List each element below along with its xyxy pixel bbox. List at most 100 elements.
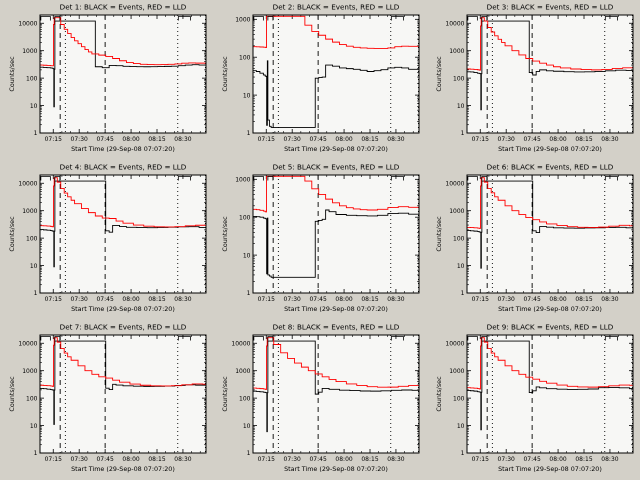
x-tick-label: 08:00	[549, 136, 566, 143]
x-tick-label: 07:15	[45, 136, 62, 143]
interval-bracket	[481, 176, 487, 181]
x-axis-label: Start Time (29-Sep-08 07:07:20)	[498, 465, 602, 473]
plot-frame	[252, 14, 420, 134]
y-tick-label: 1	[247, 130, 251, 137]
chart-panel-det-8: Det 8: BLACK = Events, RED = LLD Counts/s…	[213, 320, 426, 480]
x-tick-label: 08:30	[601, 296, 618, 303]
y-tick-label: 10000	[18, 180, 37, 187]
x-tick-label: 08:15	[575, 136, 592, 143]
plot-frame	[39, 174, 207, 294]
x-tick-label: 07:30	[497, 136, 514, 143]
x-tick-label: 08:15	[148, 456, 165, 463]
x-tick-label: 08:15	[575, 296, 592, 303]
plot-frame	[39, 14, 207, 134]
x-tick-label: 07:15	[471, 296, 488, 303]
x-tick-label: 08:30	[601, 456, 618, 463]
x-axis-label: Start Time (29-Sep-08 07:07:20)	[71, 145, 175, 153]
y-tick-label: 10000	[232, 340, 251, 347]
interval-bracket	[54, 16, 61, 21]
y-tick-label: 10	[30, 263, 38, 270]
y-tick-label: 10000	[18, 20, 37, 27]
x-tick-label: 08:00	[122, 456, 139, 463]
interval-bracket	[40, 176, 51, 181]
y-tick-label: 1000	[449, 208, 464, 215]
x-tick-label: 07:45	[310, 136, 327, 143]
x-tick-label: 07:15	[258, 136, 275, 143]
x-axis-label: Start Time (29-Sep-08 07:07:20)	[284, 465, 388, 473]
x-tick-label: 08:30	[388, 296, 405, 303]
x-axis-label: Start Time (29-Sep-08 07:07:20)	[284, 145, 388, 153]
y-tick-label: 1000	[22, 368, 37, 375]
x-tick-label: 08:00	[336, 456, 353, 463]
x-tick-label: 07:15	[471, 136, 488, 143]
panel-title: Det 4: BLACK = Events, RED = LLD	[60, 162, 187, 171]
y-tick-label: 10000	[445, 20, 464, 27]
chart-svg: Det 1: BLACK = Events, RED = LLD Counts/s…	[8, 2, 207, 153]
x-tick-label: 08:15	[148, 296, 165, 303]
y-tick-label: 1000	[449, 48, 464, 55]
y-axis-label: Counts/sec	[8, 376, 16, 412]
plot-area-background	[253, 175, 420, 293]
chart-panel-det-2: Det 2: BLACK = Events, RED = LLD Counts/s…	[213, 0, 426, 160]
y-tick-label: 1000	[236, 368, 251, 375]
y-axis-label: Counts/sec	[435, 56, 443, 92]
x-tick-label: 07:30	[497, 296, 514, 303]
y-tick-label: 10	[30, 423, 38, 430]
interval-bracket	[391, 16, 405, 21]
x-tick-label: 07:45	[523, 136, 540, 143]
y-tick-label: 100	[239, 395, 251, 402]
y-tick-label: 10000	[445, 180, 464, 187]
interval-bracket	[40, 336, 51, 341]
x-tick-label: 07:45	[310, 296, 327, 303]
chart-panel-det-3: Det 3: BLACK = Events, RED = LLD Counts/s…	[427, 0, 640, 160]
y-tick-label: 1	[247, 450, 251, 457]
y-tick-label: 10	[457, 263, 465, 270]
x-tick-label: 08:00	[122, 296, 139, 303]
panel-title: Det 1: BLACK = Events, RED = LLD	[60, 2, 187, 11]
chart-svg: Det 5: BLACK = Events, RED = LLD Counts/s…	[221, 162, 420, 313]
interval-bracket	[253, 16, 265, 21]
interval-bracket	[267, 176, 274, 181]
y-tick-label: 1000	[449, 368, 464, 375]
y-tick-label: 10000	[445, 340, 464, 347]
interval-bracket	[391, 336, 405, 341]
x-tick-label: 07:15	[471, 456, 488, 463]
x-axis-label: Start Time (29-Sep-08 07:07:20)	[498, 305, 602, 313]
panel-title: Det 3: BLACK = Events, RED = LLD	[486, 2, 613, 11]
x-tick-label: 08:15	[148, 136, 165, 143]
x-tick-label: 08:15	[362, 296, 379, 303]
series-line-events	[39, 20, 206, 108]
x-tick-label: 08:30	[388, 456, 405, 463]
x-tick-label: 08:30	[174, 456, 191, 463]
panel-title: Det 6: BLACK = Events, RED = LLD	[486, 162, 613, 171]
y-tick-label: 100	[453, 75, 465, 82]
x-axis-label: Start Time (29-Sep-08 07:07:20)	[284, 305, 388, 313]
interval-bracket	[267, 16, 274, 21]
y-tick-label: 1000	[236, 17, 251, 24]
plot-frame	[466, 14, 634, 134]
x-tick-label: 07:30	[284, 456, 301, 463]
x-tick-label: 07:45	[310, 456, 327, 463]
chart-panel-det-4: Det 4: BLACK = Events, RED = LLD Counts/s…	[0, 160, 213, 320]
chart-panel-det-9: Det 9: BLACK = Events, RED = LLD Counts/s…	[427, 320, 640, 480]
x-tick-label: 07:30	[71, 296, 88, 303]
series-line-lld	[466, 17, 633, 71]
interval-bracket	[253, 176, 265, 181]
x-tick-label: 08:00	[122, 136, 139, 143]
series-line-lld	[466, 337, 633, 390]
x-tick-label: 08:00	[549, 296, 566, 303]
series-line-lld	[39, 17, 206, 67]
plot-frame	[252, 174, 420, 294]
plot-area-background	[39, 15, 206, 133]
x-tick-label: 08:00	[336, 136, 353, 143]
series-line-lld	[253, 337, 420, 390]
y-tick-label: 1	[34, 450, 38, 457]
panel-title: Det 9: BLACK = Events, RED = LLD	[486, 322, 613, 331]
interval-bracket	[177, 336, 191, 341]
interval-bracket	[391, 176, 405, 181]
chart-panel-det-6: Det 6: BLACK = Events, RED = LLD Counts/s…	[427, 160, 640, 320]
y-tick-label: 10	[457, 103, 465, 110]
series-line-lld	[466, 177, 633, 229]
x-tick-label: 07:15	[258, 456, 275, 463]
